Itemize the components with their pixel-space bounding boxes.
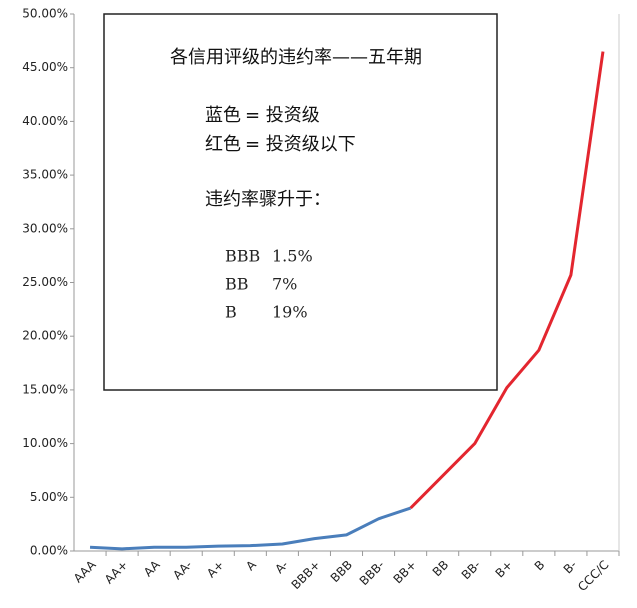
x-tick-label: A — [243, 557, 259, 573]
y-tick-label: 20.00% — [22, 329, 68, 343]
key-text: = 投资级 — [245, 105, 320, 126]
series-line — [89, 506, 412, 551]
x-tick-label: AAA — [71, 557, 99, 585]
x-tick-label: BB — [430, 558, 452, 580]
x-tick-label: BBB+ — [289, 558, 323, 592]
threshold-rating: B — [225, 303, 237, 322]
y-tick-label: 15.00% — [22, 382, 68, 396]
x-tick-label: B — [532, 558, 548, 574]
x-tick-label: AA- — [170, 558, 195, 583]
x-tick-label: AA+ — [102, 558, 131, 587]
y-tick-label: 35.00% — [22, 168, 68, 182]
y-tick-label: 25.00% — [22, 275, 68, 289]
x-tick-label: BB- — [459, 558, 484, 583]
y-tick-label: 45.00% — [22, 60, 68, 74]
x-tick-label: BBB- — [357, 558, 387, 588]
threshold-rate: 7% — [272, 275, 297, 294]
key-text: = 投资级以下 — [245, 134, 356, 155]
y-tick-label: 10.00% — [22, 436, 68, 450]
x-tick-label: BBB — [328, 558, 355, 585]
threshold-rate: 1.5% — [272, 247, 313, 266]
key-swatch: 红色 — [205, 134, 241, 155]
y-tick-label: 50.00% — [22, 7, 68, 21]
x-tick-label: A- — [272, 558, 291, 577]
x-tick-label: AA — [141, 557, 163, 579]
threshold-rating: BB — [225, 275, 249, 294]
series-line — [409, 51, 605, 510]
x-tick-label: A+ — [204, 558, 227, 581]
y-tick-label: 0.00% — [30, 544, 68, 558]
annotation-box — [103, 13, 498, 391]
x-tick-label: B+ — [493, 558, 516, 581]
key-swatch: 蓝色 — [205, 105, 241, 126]
threshold-rate: 19% — [272, 303, 308, 322]
x-tick-label: CCC/C — [575, 558, 611, 594]
annotation-note: 违约率骤升于： — [205, 189, 331, 210]
threshold-rating: BBB — [225, 247, 260, 266]
annotation-title: 各信用评级的违约率——五年期 — [170, 47, 422, 68]
x-tick-label: BB+ — [391, 558, 420, 587]
y-tick-label: 40.00% — [22, 114, 68, 128]
y-tick-label: 5.00% — [30, 490, 68, 504]
y-tick-label: 30.00% — [22, 221, 68, 235]
x-tick-label: B- — [561, 558, 580, 577]
